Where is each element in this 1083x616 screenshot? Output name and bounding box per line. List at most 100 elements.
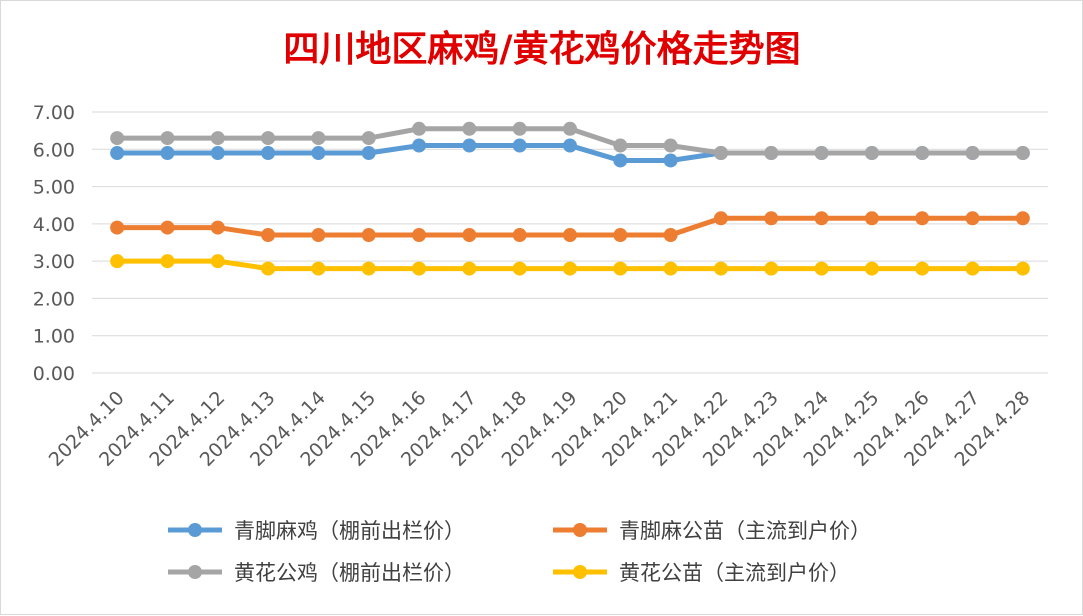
data-point: [110, 220, 125, 235]
y-tick-label: 4.00: [33, 214, 75, 236]
series-lines: [110, 121, 1030, 276]
y-tick-label: 6.00: [33, 139, 75, 161]
data-point: [915, 146, 930, 161]
data-point: [915, 211, 930, 226]
data-point: [563, 121, 577, 136]
data-point: [764, 261, 779, 276]
data-point: [512, 261, 527, 276]
data-point: [965, 211, 980, 226]
legend-label: 黄花公鸡（棚前出栏价）: [234, 561, 465, 585]
series-3: [110, 254, 1030, 276]
y-tick-label: 1.00: [33, 326, 75, 348]
data-point: [613, 153, 628, 168]
data-point: [412, 228, 427, 243]
data-point: [210, 146, 225, 161]
data-point: [261, 228, 276, 243]
data-point: [160, 254, 175, 269]
series-2: [110, 121, 1030, 161]
data-point: [814, 146, 829, 161]
data-point: [210, 131, 225, 146]
data-point: [864, 261, 879, 276]
data-point: [110, 146, 125, 161]
legend-swatch-huanghua-gongji: [168, 565, 222, 579]
legend-label: 青脚麻公苗（主流到户价）: [619, 519, 871, 543]
data-point: [1015, 261, 1030, 276]
data-point: [965, 146, 980, 161]
legend-swatch-huanghua-gongmiao: [553, 565, 607, 579]
data-point: [965, 261, 980, 276]
data-point: [713, 261, 728, 276]
data-point: [110, 131, 125, 146]
data-point: [563, 228, 577, 243]
data-point: [462, 121, 477, 136]
data-point: [713, 146, 728, 161]
data-point: [663, 228, 678, 243]
data-point: [764, 146, 779, 161]
data-point: [160, 220, 175, 235]
data-point: [311, 146, 326, 161]
data-point: [311, 131, 326, 146]
data-point: [512, 138, 527, 153]
data-point: [261, 146, 276, 161]
legend-item-huanghua-gongji: 黄花公鸡（棚前出栏价）: [166, 555, 551, 589]
data-point: [462, 228, 477, 243]
data-point: [512, 228, 527, 243]
legend-label: 青脚麻鸡（棚前出栏价）: [234, 519, 465, 543]
data-point: [663, 153, 678, 168]
legend-item-qingjiao-maji: 青脚麻鸡（棚前出栏价）: [166, 513, 551, 547]
y-tick-label: 0.00: [33, 363, 75, 385]
data-point: [814, 211, 829, 226]
data-point: [814, 261, 829, 276]
data-point: [261, 131, 276, 146]
y-tick-label: 3.00: [33, 251, 75, 273]
data-point: [613, 228, 628, 243]
legend-swatch-qingjiao-mamiao: [553, 523, 607, 537]
data-point: [563, 261, 577, 276]
data-point: [864, 211, 879, 226]
data-point: [110, 254, 125, 269]
x-axis-tick-labels: 2024.4.102024.4.112024.4.122024.4.132024…: [45, 387, 1035, 471]
data-point: [210, 254, 225, 269]
data-point: [261, 261, 276, 276]
data-point: [1015, 211, 1030, 226]
data-point: [361, 131, 376, 146]
data-point: [563, 138, 577, 153]
y-tick-label: 2.00: [33, 288, 75, 310]
data-point: [311, 228, 326, 243]
data-point: [613, 138, 628, 153]
legend-item-qingjiao-mamiao: 青脚麻公苗（主流到户价）: [551, 513, 951, 547]
data-point: [864, 146, 879, 161]
legend-item-huanghua-gongmiao: 黄花公苗（主流到户价）: [551, 555, 951, 589]
data-point: [160, 146, 175, 161]
data-point: [160, 131, 175, 146]
data-point: [613, 261, 628, 276]
data-point: [512, 121, 527, 136]
gridlines: [92, 111, 1048, 374]
data-point: [764, 211, 779, 226]
data-point: [1015, 146, 1030, 161]
legend: 青脚麻鸡（棚前出栏价） 青脚麻公苗（主流到户价） 黄花公鸡（棚前出栏价） 黄花公…: [166, 513, 966, 589]
legend-label: 黄花公苗（主流到户价）: [619, 561, 850, 585]
series-1: [110, 211, 1030, 243]
y-axis-tick-labels: 0.00 1.00 2.00 3.00 4.00 5.00 6.00 7.00: [33, 102, 75, 385]
data-point: [663, 138, 678, 153]
data-point: [412, 121, 427, 136]
data-point: [713, 211, 728, 226]
data-point: [462, 138, 477, 153]
y-tick-label: 5.00: [33, 177, 75, 199]
data-point: [361, 261, 376, 276]
data-point: [210, 220, 225, 235]
data-point: [663, 261, 678, 276]
legend-swatch-qingjiao-maji: [168, 523, 222, 537]
data-point: [412, 138, 427, 153]
y-tick-label: 7.00: [33, 102, 75, 124]
data-point: [361, 146, 376, 161]
chart-title: 四川地区麻鸡/黄花鸡价格走势图: [283, 28, 800, 70]
data-point: [915, 261, 930, 276]
data-point: [311, 261, 326, 276]
data-point: [361, 228, 376, 243]
data-point: [462, 261, 477, 276]
data-point: [412, 261, 427, 276]
